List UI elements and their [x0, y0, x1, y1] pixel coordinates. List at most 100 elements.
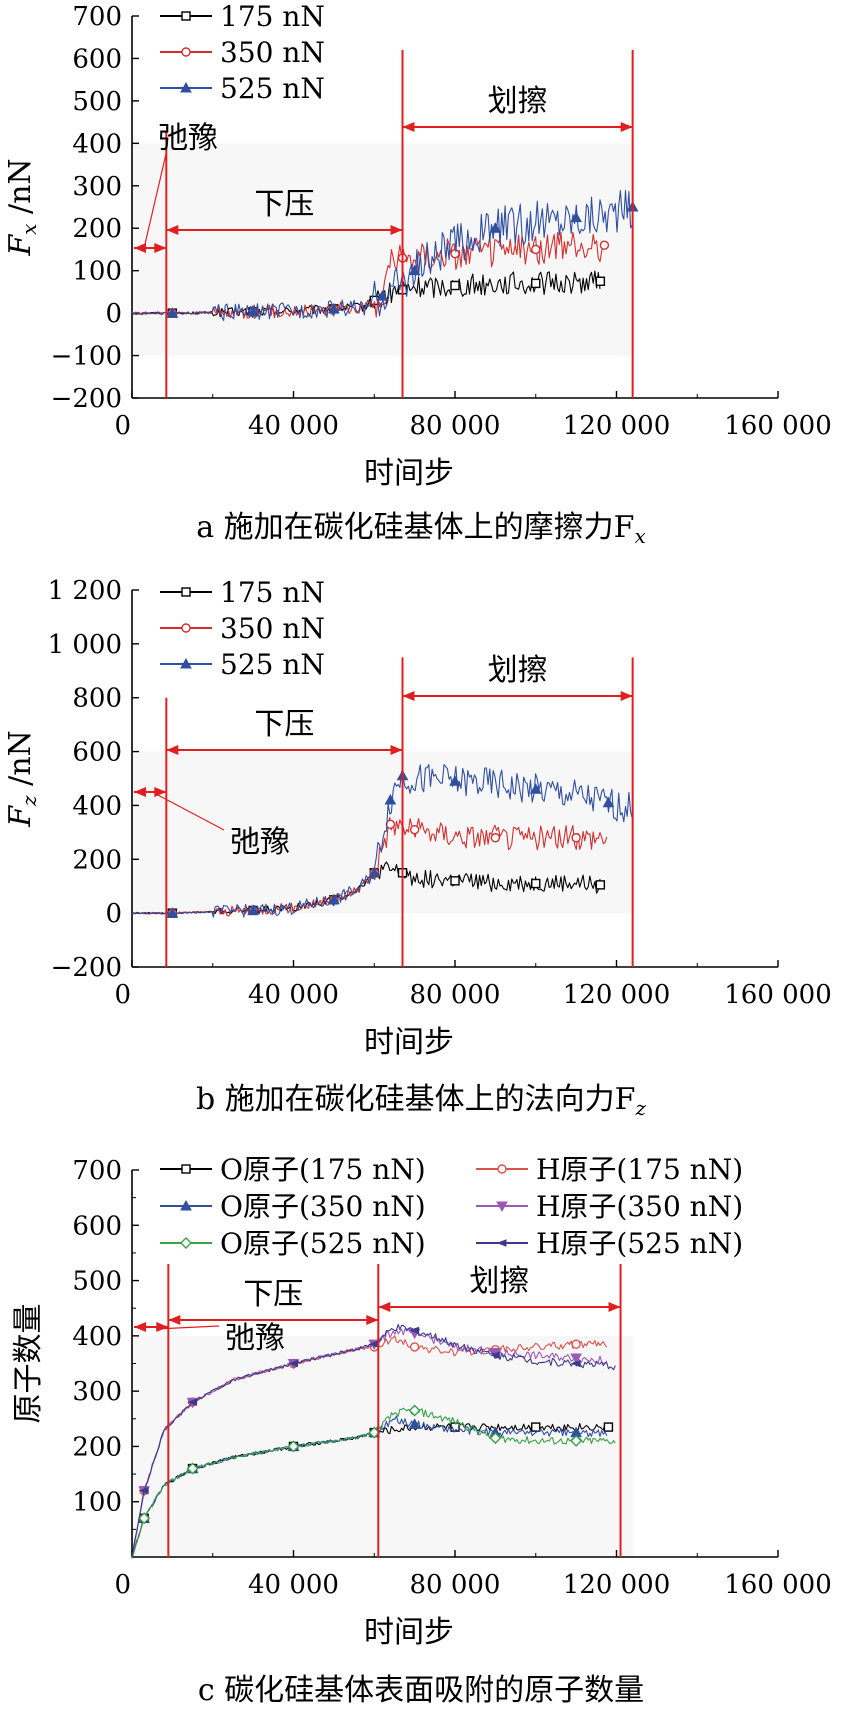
chart1-ytick-label-1: −100	[51, 342, 122, 372]
chart1-caption: a 施加在碳化硅基体上的摩擦力Fx	[196, 510, 646, 548]
chart1-y-axis-label-unit: /nN	[3, 158, 38, 223]
chart3-series-5-point-1	[138, 1486, 149, 1495]
chart1-relax-label: 弛豫	[158, 121, 218, 156]
chart3-press-arrow-head-right	[366, 1315, 379, 1325]
chart1-legend-marker-2	[180, 81, 192, 93]
chart1-scratch-arrow-head-left	[402, 122, 415, 132]
chart3-relax-arrow-head-left	[134, 1322, 146, 1332]
chart2-series-2-point-9	[384, 794, 397, 805]
chart2-legend-label-0: 175 nN	[220, 576, 325, 609]
chart3-scratch-arrow-head-right	[608, 1302, 621, 1312]
chart2-legend-marker-1	[181, 623, 191, 633]
chart3-press-label: 下压	[243, 1277, 303, 1312]
chart1-xtick-label-4: 160 000	[724, 411, 832, 441]
chart2-legend-marker-0	[181, 587, 191, 597]
chart2-ytick-label-1: 0	[105, 899, 122, 929]
chart1-relax-pointer	[144, 153, 167, 245]
chart2-press-label: 下压	[254, 707, 314, 742]
chart1-caption-subscript: x	[634, 524, 645, 548]
chart2-plot-bg	[133, 751, 634, 914]
chart1-series-2-point-13	[570, 211, 582, 223]
chart2-xtick-label-2: 80 000	[410, 980, 501, 1010]
chart2-series-1-point-11	[409, 824, 420, 835]
chart2-series-2-point-1	[166, 907, 179, 918]
chart3-series-3-line	[131, 1328, 608, 1556]
chart3-series-4-point-9	[408, 1404, 421, 1417]
chart3-relax-arrow-head-right	[156, 1322, 169, 1332]
chart3-series-4-point-1	[138, 1512, 151, 1525]
chart1-ytick-label-6: 400	[72, 129, 122, 159]
chart1-series-2-point-3	[247, 305, 259, 317]
chart2-y-axis-label: Fz /nN	[3, 730, 41, 828]
chart1-series-0-point-15	[595, 276, 606, 286]
chart2-y-axis-label-unit: /nN	[3, 730, 38, 795]
chart1-ytick-label-0: −200	[51, 384, 122, 414]
chart1-ytick-label-3: 100	[72, 257, 122, 287]
chart3-legend-marker-0	[181, 1164, 191, 1174]
chart1-legend-marker-0	[181, 11, 191, 21]
chart1-xtick-label-2: 80 000	[410, 411, 501, 441]
chart1-xtick-label-1: 40 000	[248, 411, 339, 441]
chart1-series-1-point-13	[531, 244, 541, 255]
chart2-series-2-point-3	[247, 904, 259, 915]
chart3-legend-label-3: H原子(350 nN)	[536, 1190, 743, 1223]
chart3-legend-marker-5	[496, 1239, 507, 1247]
chart2-series-0-point-15	[595, 880, 606, 890]
chart2-y-axis-label-symbol: F	[3, 805, 38, 828]
chart2-xtick-label-4: 160 000	[724, 980, 832, 1010]
chart2-ytick-label-5: 800	[72, 684, 122, 714]
chart3-series-2-point-9	[408, 1418, 421, 1429]
chart3-series-5-point-5	[288, 1359, 298, 1368]
chart3-xtick-label-2: 80 000	[410, 1570, 501, 1600]
chart3-plot-bg	[133, 1335, 634, 1557]
chart3-ytick-label-3: 400	[72, 1322, 122, 1352]
chart1-y-axis-label-symbol: F	[3, 234, 38, 257]
chart1-plot-bg	[133, 143, 634, 356]
chart1-ytick-label-9: 700	[72, 2, 122, 32]
chart1-scratch-label: 划擦	[488, 84, 548, 119]
chart1-ytick-label-7: 500	[72, 87, 122, 117]
chart3-legend-label-0: O原子(175 nN)	[220, 1153, 426, 1186]
chart1-legend-marker-1	[181, 47, 191, 57]
chart3-legend-marker-4	[180, 1237, 192, 1249]
chart3-series-3-point-13	[570, 1353, 582, 1365]
chart3-series-4-point-13	[570, 1434, 583, 1447]
chart3-series-5-point-11	[489, 1351, 500, 1359]
chart2-series-1-point-15	[571, 833, 581, 843]
chart2-scratch-label: 划擦	[488, 653, 548, 688]
chart3-xtick-label-3: 120 000	[563, 1570, 671, 1600]
chart1-legend-label-2: 525 nN	[220, 72, 325, 105]
chart3-relax-label: 弛豫	[225, 1321, 285, 1356]
chart1-press-arrow-head-left	[166, 225, 179, 235]
chart3-relax-pointer	[155, 1325, 220, 1330]
chart1-series-0-point-11	[450, 280, 460, 291]
chart2-series-2-point-17	[602, 796, 615, 808]
chart1-xtick-label-3: 120 000	[563, 411, 671, 441]
chart1-series-2-point-11	[489, 222, 502, 233]
chart1-y-axis-label-subscript: x	[17, 224, 41, 235]
chart3-legend-marker-2	[180, 1199, 192, 1211]
chart3-scratch-label: 划擦	[469, 1264, 529, 1299]
chart3-caption-text: c 碳化硅基体表面吸附的原子数量	[198, 1673, 644, 1708]
chart2-scratch-arrow-head-right	[620, 691, 633, 701]
chart2-ytick-label-7: 1 200	[48, 576, 122, 606]
chart1-x-axis-label: 时间步	[364, 456, 454, 491]
chart3-series-4-point-11	[489, 1432, 502, 1445]
chart1-ytick-label-5: 300	[72, 172, 122, 202]
chart3-ytick-label-6: 700	[72, 1156, 122, 1186]
chart1-press-label: 下压	[254, 187, 314, 222]
chart2-caption-text: b 施加在碳化硅基体上的法向力F	[196, 1082, 636, 1117]
chart2-series-0-point-13	[531, 878, 541, 889]
chart2-series-1-point-13	[490, 833, 501, 843]
chart3-ytick-label-0: 100	[72, 1488, 122, 1518]
chart1-series-2-point-5	[328, 302, 340, 314]
chart1-series-1-point-11	[450, 248, 460, 259]
chart2-series-2-point-7	[368, 866, 381, 878]
chart2-y-axis-label-subscript: z	[17, 795, 41, 807]
chart1-series-2-line	[131, 189, 633, 322]
chart1-ytick-label-4: 200	[72, 214, 122, 244]
chart2-relax-label: 弛豫	[230, 825, 290, 860]
chart2-series-0-point-11	[450, 876, 460, 886]
